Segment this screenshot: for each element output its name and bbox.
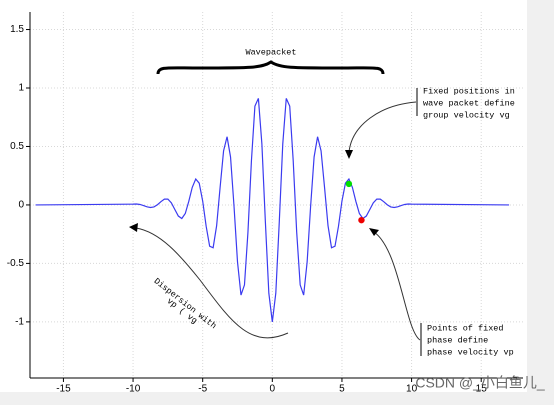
point xyxy=(345,180,353,188)
y-tick-label: 0.5 xyxy=(10,141,24,152)
y-tick-label: 0 xyxy=(18,200,24,211)
arrow xyxy=(348,101,417,153)
arrow xyxy=(135,227,289,339)
arrow xyxy=(373,231,421,341)
annotation: Wavepacket xyxy=(245,47,296,57)
arrow-head xyxy=(369,228,379,236)
x-tick-label: 0 xyxy=(270,384,276,395)
annotation: phase velocity vp xyxy=(427,347,514,357)
annotation: Points of fixed xyxy=(427,323,504,333)
point xyxy=(358,216,365,224)
x-tick-label: 5 xyxy=(339,384,345,395)
watermark: CSDN @_小白鱼儿_ xyxy=(415,375,545,391)
annotation: Fixed positions in xyxy=(423,86,515,96)
annotation: wave packet define xyxy=(423,98,515,108)
marks xyxy=(35,98,510,322)
brace xyxy=(156,60,385,75)
line xyxy=(35,98,510,322)
arrow-head xyxy=(129,223,138,232)
x-tick-label: -5 xyxy=(198,384,207,395)
x-tick-label: 15 xyxy=(476,384,488,395)
y-tick-label: 1 xyxy=(18,83,24,94)
x-tick-label: -10 xyxy=(126,384,141,395)
x-tick-label: -15 xyxy=(56,384,71,395)
grid: -1 -0.5 0 0.5 1 1.5 -15 -10 -5 0 5 10 15 xyxy=(7,12,523,395)
arrow-head xyxy=(345,150,353,159)
annotation: group velocity vg xyxy=(423,110,510,120)
y-tick-label: -1 xyxy=(15,317,24,328)
x-tick-label: 10 xyxy=(406,384,418,395)
y-tick-label: 1.5 xyxy=(10,24,24,35)
y-tick-label: -0.5 xyxy=(7,258,25,269)
annotation: phase define xyxy=(427,335,488,345)
